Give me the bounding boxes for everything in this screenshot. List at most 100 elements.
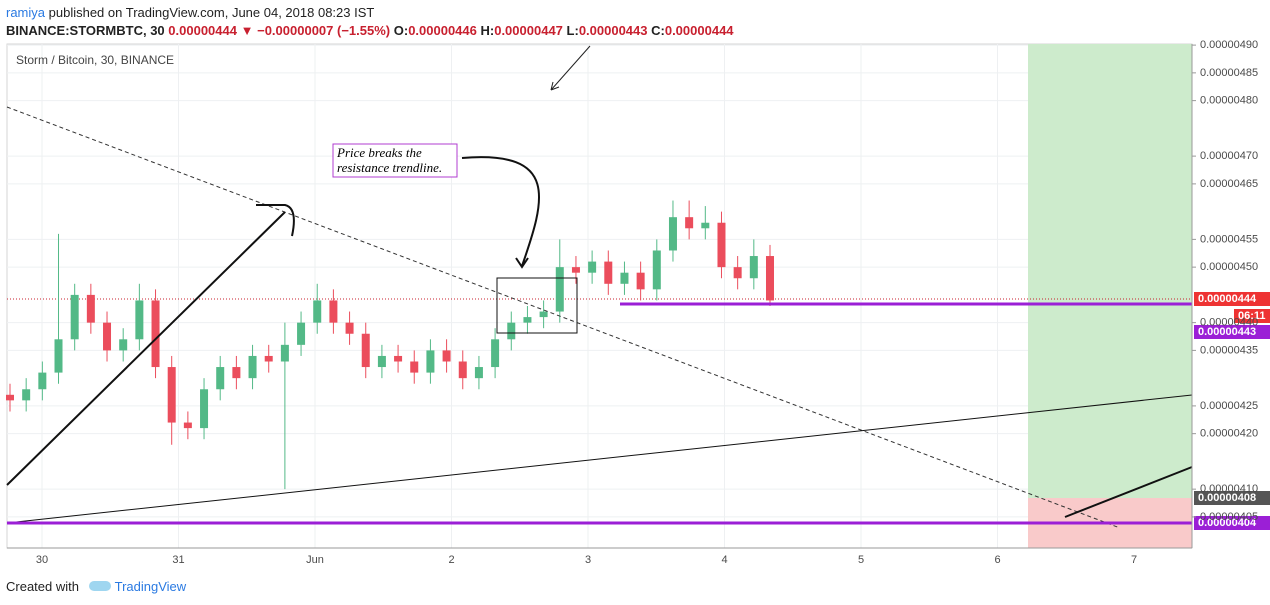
candle-body [394, 355, 403, 362]
candle-body [119, 339, 128, 351]
price-tag-label: 0.00000444 [1198, 293, 1257, 305]
price-tag-label: 0.00000408 [1198, 492, 1256, 504]
candle-body [604, 261, 613, 284]
candle-body [507, 322, 516, 340]
created: Created with [6, 579, 79, 594]
y-tick-label: 0.00000435 [1200, 344, 1258, 356]
candle-body [555, 267, 564, 312]
price-tag-label: 0.00000443 [1198, 326, 1256, 338]
y-tick-label: 0.00000485 [1200, 67, 1258, 79]
candle-body [474, 367, 483, 379]
candle-body [297, 322, 306, 345]
candle-body [103, 322, 112, 351]
breakout-box [496, 277, 578, 334]
candle-body [6, 394, 14, 401]
x-tick-label: 31 [172, 554, 184, 566]
annotation: resistance trendline. [337, 160, 442, 175]
candle-body [588, 261, 597, 273]
candle-body [183, 422, 192, 429]
x-tick-label: Jun [306, 554, 324, 566]
candle-body [717, 222, 726, 268]
candle-body [70, 294, 79, 340]
candle-body [248, 355, 257, 379]
y-tick-label: 0.00000425 [1200, 400, 1258, 412]
symbol: BINANCE:STORMBTC, 30 [6, 23, 165, 38]
author[interactable]: ramiya [6, 5, 46, 20]
candle-body [733, 267, 742, 279]
legend: Storm / Bitcoin, 30, BINANCE [16, 53, 174, 67]
candle-body [264, 355, 273, 362]
candle-body [701, 222, 710, 229]
candle-body [377, 355, 386, 368]
candle-body [636, 272, 645, 290]
candle-body [426, 350, 435, 373]
candle-body [86, 294, 95, 323]
y-tick-label: 0.00000480 [1200, 95, 1258, 107]
l: 0.00000443 [578, 23, 648, 38]
arrow: ▼ [240, 23, 254, 38]
candle-body [216, 367, 225, 390]
brand[interactable]: TradingView [114, 579, 187, 594]
y-tick-label: 0.00000410 [1200, 483, 1258, 495]
annotation: Price breaks the [336, 145, 422, 160]
candle-body [523, 317, 532, 323]
plot-frame [6, 43, 1193, 549]
support-trendline [6, 394, 1193, 524]
candle-body [410, 361, 419, 373]
publish-info: published on TradingView.com, June 04, 2… [45, 5, 375, 20]
x-tick-label: 2 [448, 554, 454, 566]
c: 0.00000444 [664, 23, 734, 38]
drawn-line [1064, 466, 1193, 518]
annotation-box [332, 143, 458, 178]
candles [6, 200, 774, 490]
candle-body [652, 250, 661, 290]
price-tag [1194, 325, 1270, 339]
resistance-trendline [6, 106, 1121, 529]
y-tick-label: 0.00000455 [1200, 233, 1258, 245]
candle-body [232, 367, 241, 379]
x-tick-label: 30 [36, 554, 48, 566]
curve-arrow [461, 156, 541, 269]
y-tick-label: 0.00000490 [1200, 39, 1258, 51]
arrow [550, 45, 591, 91]
price-tag [1234, 309, 1270, 323]
candle-body [54, 339, 63, 373]
last: 0.00000444 [168, 23, 237, 38]
change: −0.00000007 (−1.55%) [257, 23, 391, 38]
candle-body [22, 389, 31, 401]
candle-body [313, 300, 322, 323]
price-tag [1194, 491, 1270, 505]
candle-body [685, 217, 694, 229]
o: 0.00000446 [408, 23, 477, 38]
candle-body [167, 367, 176, 423]
candle-body [329, 300, 338, 323]
candle-body [151, 300, 160, 368]
candle-body [280, 344, 289, 362]
candle-body [361, 333, 370, 368]
y-tick-label: 0.00000450 [1200, 261, 1258, 273]
y-tick-label: 0.00000440 [1200, 317, 1258, 329]
y-tick-label: 0.00000465 [1200, 178, 1258, 190]
price-tag [1194, 516, 1270, 530]
price-tag [1194, 292, 1270, 306]
candle-body [135, 300, 144, 340]
publish-line: ramiya published on TradingView.com, Jun… [6, 4, 734, 22]
x-tick-label: 5 [858, 554, 864, 566]
candle-body [765, 256, 774, 301]
drawn-arrow [6, 204, 295, 486]
footer: Created with TradingView [6, 579, 186, 594]
y-tick-label: 0.00000420 [1200, 428, 1258, 440]
x-tick-label: 4 [721, 554, 727, 566]
candle-body [539, 311, 548, 318]
candle-body [38, 372, 47, 390]
candle-body [620, 272, 629, 284]
logo [88, 581, 111, 591]
x-tick-label: 3 [585, 554, 591, 566]
header: ramiya published on TradingView.com, Jun… [6, 4, 734, 40]
candle-body [458, 361, 467, 379]
price-tag-label: 0.00000404 [1198, 517, 1257, 529]
h: 0.00000447 [494, 23, 563, 38]
candle-body [668, 217, 677, 251]
